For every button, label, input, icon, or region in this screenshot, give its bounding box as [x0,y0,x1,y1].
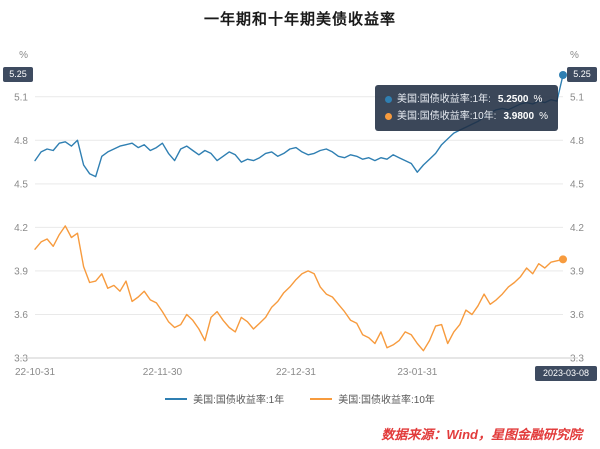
svg-text:5.1: 5.1 [14,92,28,103]
svg-text:23-01-31: 23-01-31 [397,367,437,378]
legend-series1-label: 美国:国债收益率:1年 [193,395,285,406]
series1-color-dot-icon [385,96,392,103]
svg-text:22-10-31: 22-10-31 [15,367,55,378]
tooltip-series1-unit: % [533,94,543,105]
svg-text:3.3: 3.3 [570,354,584,365]
series2-color-dot-icon [385,113,392,120]
svg-text:3.9: 3.9 [14,266,28,277]
svg-text:4.2: 4.2 [14,223,28,234]
svg-text:3.6: 3.6 [570,310,584,321]
tooltip-series2-unit: % [539,111,548,122]
tooltip-row-1y: 美国:国债收益率:1年: 5.2500 % [385,91,548,108]
svg-text:5.1: 5.1 [570,92,584,103]
tooltip-series2-value: 3.9800 [503,111,535,122]
tooltip-series1-value: 5.2500 [497,94,529,105]
tooltip: 美国:国债收益率:1年: 5.2500 % 美国:国债收益率:10年: 3.98… [375,85,558,131]
tooltip-series2-label: 美国:国债收益率:10年: [397,111,497,122]
left-axis-current-value-badge: 5.25 [3,67,33,82]
data-source: 数据来源：Wind，星图金融研究院 [381,427,582,442]
legend-item-1y[interactable]: 美国:国债收益率:1年 [165,391,284,406]
svg-text:%: % [19,50,28,61]
svg-text:3.9: 3.9 [570,266,584,277]
series2-line-icon [310,397,333,400]
svg-text:4.5: 4.5 [14,179,28,190]
chart-title: 一年期和十年期美债收益率 [203,11,396,28]
legend: 美国:国债收益率:1年 美国:国债收益率:10年 [0,391,600,406]
right-axis-current-value-badge: 5.25 [567,67,597,82]
legend-item-10y[interactable]: 美国:国债收益率:10年 [310,391,435,406]
svg-text:4.2: 4.2 [570,223,584,234]
tooltip-series1-label: 美国:国债收益率:1年: [397,94,491,105]
svg-text:4.8: 4.8 [14,136,28,147]
svg-text:4.8: 4.8 [570,136,584,147]
svg-text:4.5: 4.5 [570,179,584,190]
svg-text:%: % [570,50,579,61]
series1-line-icon [165,397,188,400]
svg-text:22-11-30: 22-11-30 [143,367,183,378]
svg-text:3.6: 3.6 [14,310,28,321]
svg-text:22-12-31: 22-12-31 [276,367,316,378]
svg-text:3.3: 3.3 [14,354,28,365]
x-axis-current-date-badge: 2023-03-08 [535,366,597,381]
legend-series2-label: 美国:国债收益率:10年 [338,395,435,406]
tooltip-row-10y: 美国:国债收益率:10年: 3.9800 % [385,108,548,125]
